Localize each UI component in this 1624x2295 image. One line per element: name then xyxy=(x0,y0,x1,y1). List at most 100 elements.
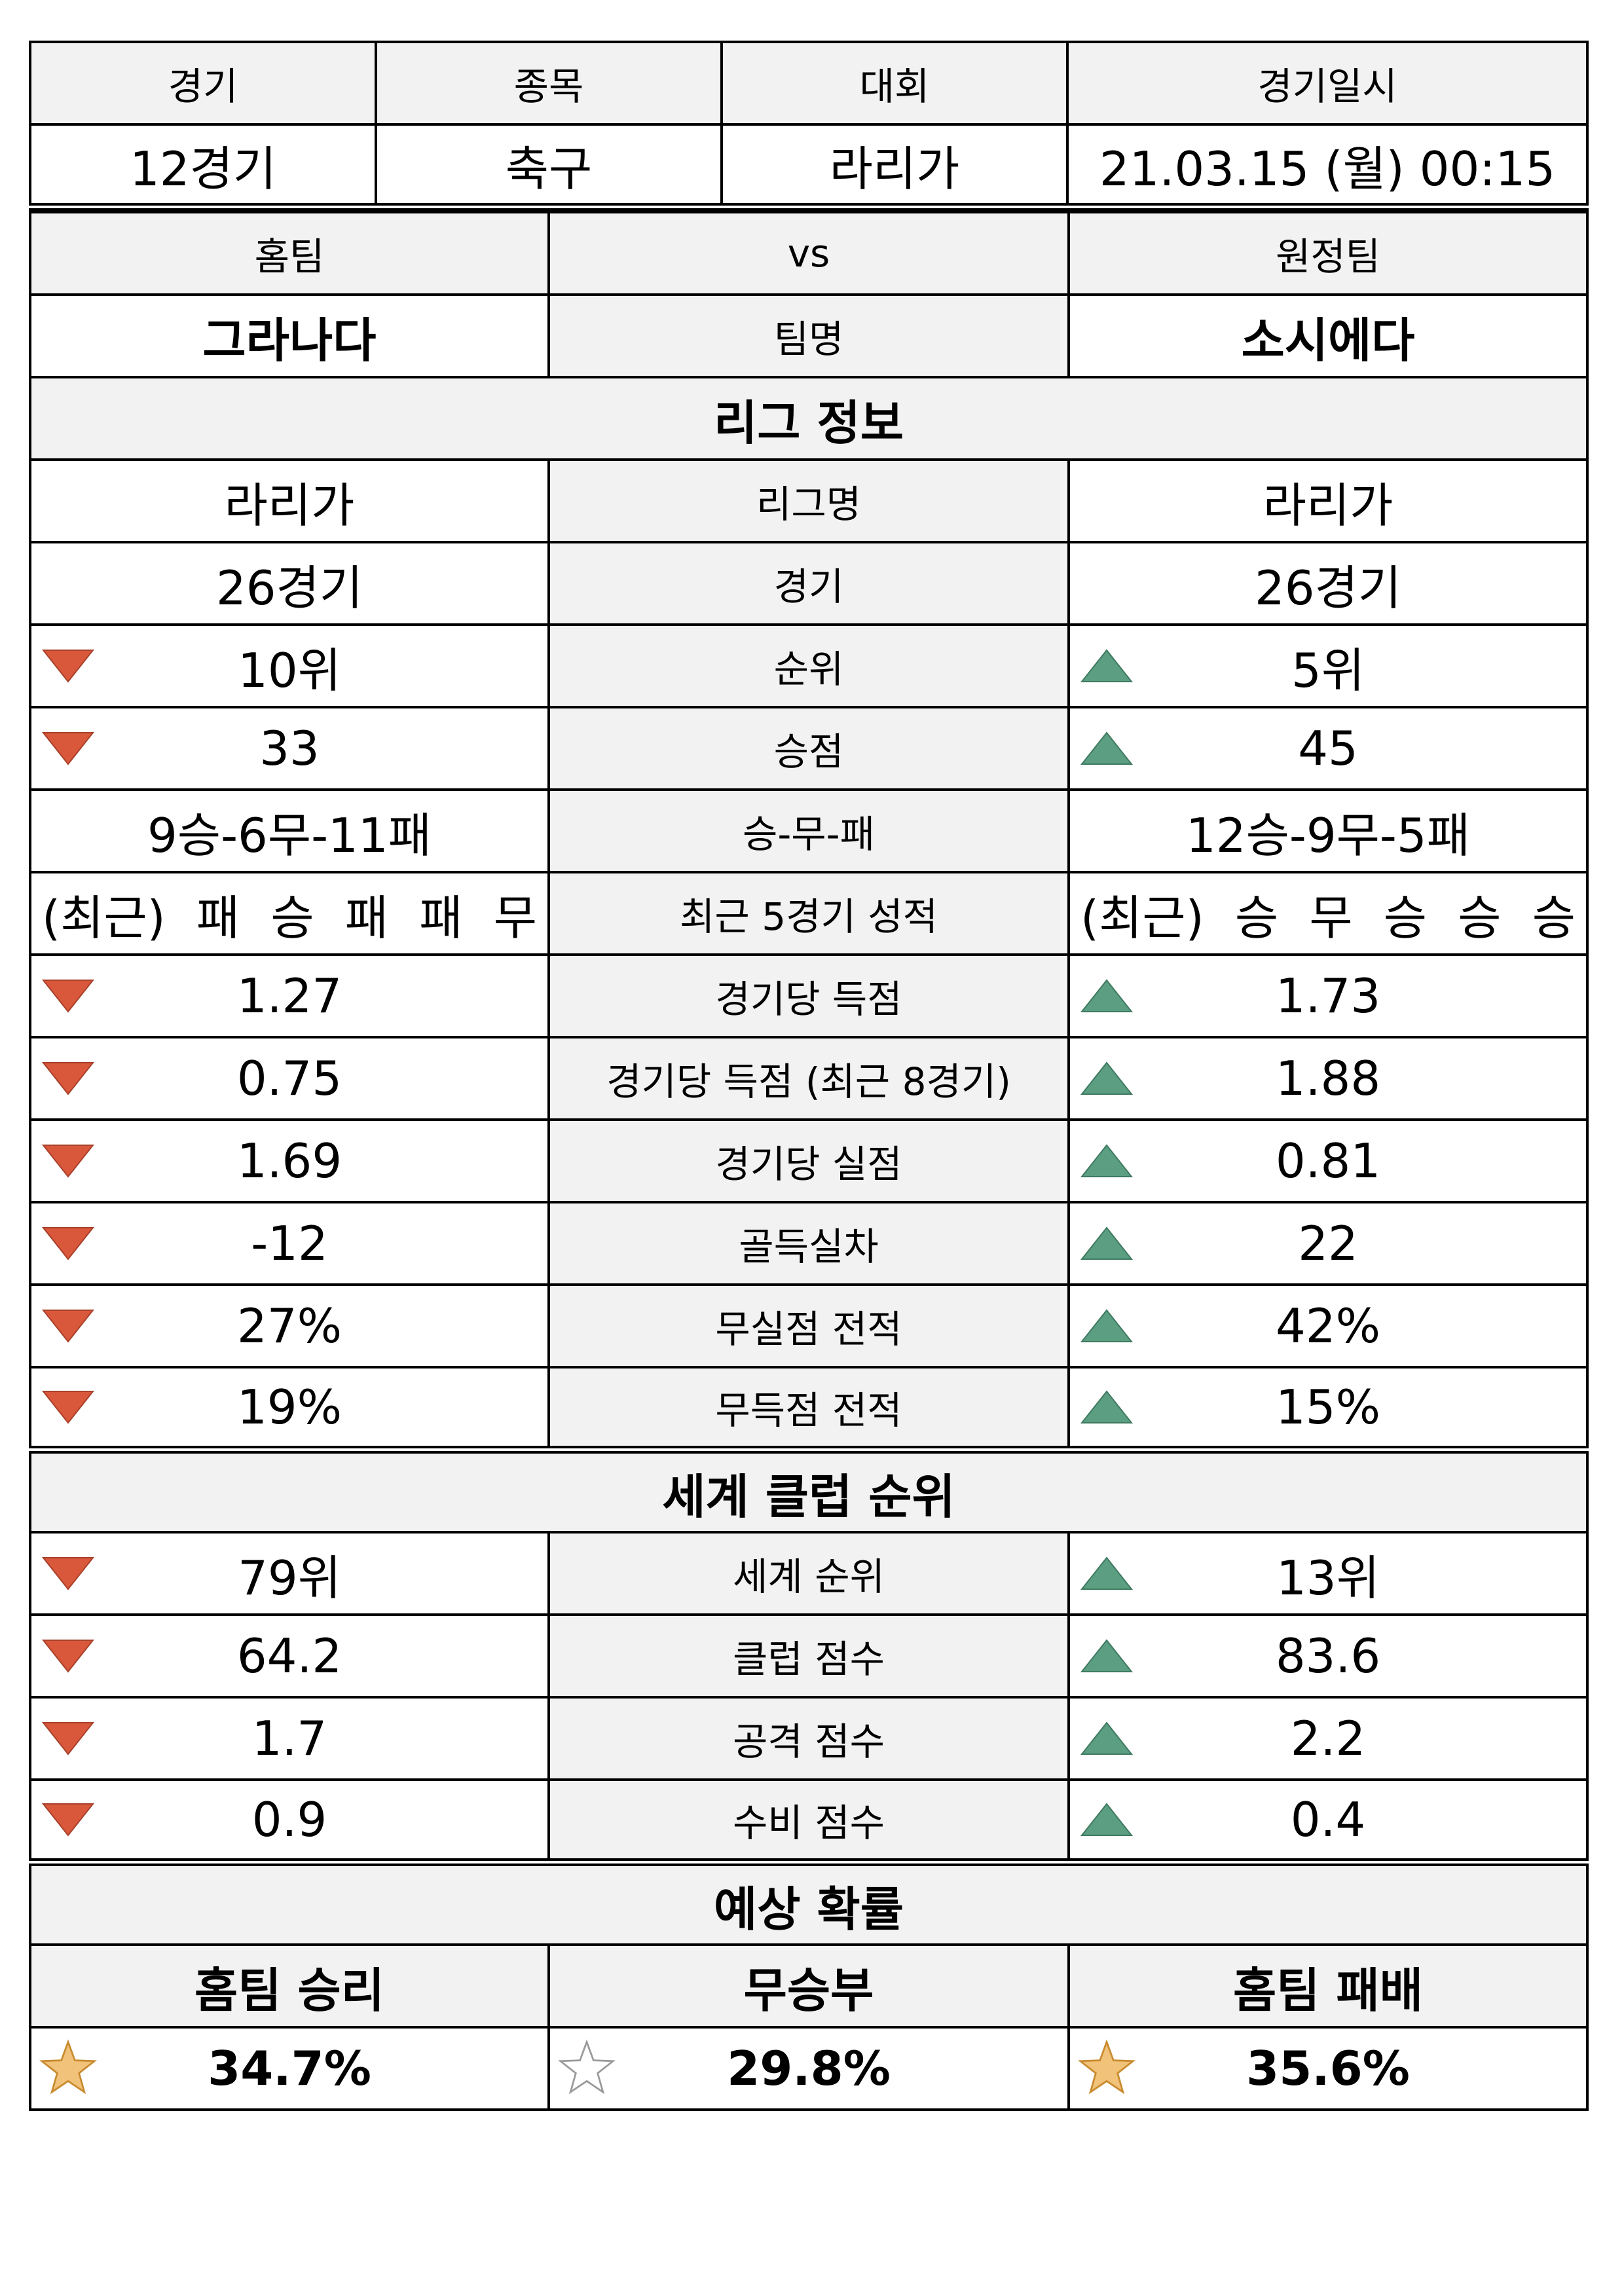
home-value: 1.7 xyxy=(29,1696,550,1781)
club-section-title: 세계 클럽 순위 xyxy=(29,1448,1589,1533)
competition-header-cell: 대회 xyxy=(720,41,1069,126)
stat-row: -12 골득실차 22 xyxy=(29,1201,1589,1286)
team-name-label: 팀명 xyxy=(547,293,1070,378)
away-value: 1.88 xyxy=(1067,1036,1589,1121)
row-label: 리그명 xyxy=(547,458,1070,543)
away-value: 12승-9무-5패 xyxy=(1067,788,1589,873)
datetime-value: 21.03.15 (월) 00:15 xyxy=(1066,123,1589,211)
row-label: 수비 점수 xyxy=(547,1778,1070,1866)
up-triangle-icon xyxy=(1080,1144,1134,1177)
home-value: 26경기 xyxy=(29,541,550,626)
away-team-name: 소시에다 xyxy=(1067,293,1589,378)
stat-row: 1.69 경기당 실점 0.81 xyxy=(29,1118,1589,1203)
away-team-label: 원정팀 xyxy=(1067,211,1589,296)
down-triangle-icon xyxy=(41,1557,95,1590)
away-value: 13위 xyxy=(1067,1531,1589,1616)
home-value: 0.75 xyxy=(29,1036,550,1121)
home-value: 1.27 xyxy=(29,953,550,1038)
row-label: 무실점 전적 xyxy=(547,1283,1070,1368)
home-value: 10위 xyxy=(29,623,550,708)
row-label: 경기 xyxy=(547,541,1070,626)
star-filled-icon xyxy=(39,2039,98,2095)
recent-result: 승 xyxy=(1383,890,1428,946)
recent-result: 무 xyxy=(493,890,537,946)
recent-result: 패 xyxy=(196,890,240,946)
competition-value: 라리가 xyxy=(720,123,1069,211)
row-label: 공격 점수 xyxy=(547,1696,1070,1781)
up-triangle-icon xyxy=(1080,979,1134,1012)
row-label: 골득실차 xyxy=(547,1201,1070,1286)
home-value: 27% xyxy=(29,1283,550,1368)
stat-row: 1.27 경기당 득점 1.73 xyxy=(29,953,1589,1038)
home-value: 라리가 xyxy=(29,458,550,543)
home-team-label: 홈팀 xyxy=(29,211,550,296)
away-value: 1.73 xyxy=(1067,953,1589,1038)
away-value: 0.4 xyxy=(1067,1778,1589,1866)
home-loss-probability: 35.6% xyxy=(1067,2026,1589,2111)
recent-result: 승 xyxy=(1458,890,1502,946)
down-triangle-icon xyxy=(41,1722,95,1755)
league-row: 9승-6무-11패 승-무-패 12승-9무-5패 xyxy=(29,788,1589,873)
row-label: 경기당 득점 (최근 8경기) xyxy=(547,1036,1070,1121)
home-recent-form: (최근) 패 승 패 패 무 xyxy=(29,871,550,956)
up-triangle-icon xyxy=(1080,731,1134,765)
up-triangle-icon xyxy=(1080,1226,1134,1260)
league-row: 33 승점 45 xyxy=(29,706,1589,791)
league-row: 10위 순위 5위 xyxy=(29,623,1589,708)
match-header-cell: 경기 xyxy=(29,41,377,126)
home-value: 64.2 xyxy=(29,1613,550,1698)
comparison-table: 홈팀 vs 원정팀 그라나다 팀명 소시에다 리그 정보 라리가 리그명 라리가 26… xyxy=(29,211,1589,2111)
sport-header-cell: 종목 xyxy=(375,41,723,126)
row-label: 경기당 실점 xyxy=(547,1118,1070,1203)
recent-result: 패 xyxy=(344,890,389,946)
home-value: -12 xyxy=(29,1201,550,1286)
down-triangle-icon xyxy=(41,1310,95,1343)
recent-result: 승 xyxy=(1532,890,1576,946)
draw-header: 무승부 xyxy=(547,1943,1070,2029)
recent-result: 승 xyxy=(270,890,314,946)
league-row: 라리가 리그명 라리가 xyxy=(29,458,1589,543)
club-row: 64.2 클럽 점수 83.6 xyxy=(29,1613,1589,1698)
league-row: 26경기 경기 26경기 xyxy=(29,541,1589,626)
down-triangle-icon xyxy=(41,1391,95,1424)
recent-result: 승 xyxy=(1234,890,1279,946)
away-value: 22 xyxy=(1067,1201,1589,1286)
row-label: 순위 xyxy=(547,623,1070,708)
club-row: 79위 세계 순위 13위 xyxy=(29,1531,1589,1616)
away-value: 0.81 xyxy=(1067,1118,1589,1203)
prediction-section-title: 예상 확률 xyxy=(29,1861,1589,1946)
row-label: 무득점 전적 xyxy=(547,1366,1070,1454)
away-value: 라리가 xyxy=(1067,458,1589,543)
match-info-table: 경기 종목 대회 경기일시 12경기 축구 라리가 21.03.15 (월) 0… xyxy=(29,41,1589,211)
recent-prefix: (최근) xyxy=(1080,890,1204,946)
up-triangle-icon xyxy=(1080,1556,1134,1590)
club-row: 0.9 수비 점수 0.4 xyxy=(29,1778,1589,1866)
up-triangle-icon xyxy=(1080,1309,1134,1342)
home-value: 9승-6무-11패 xyxy=(29,788,550,873)
home-value: 19% xyxy=(29,1366,550,1454)
home-value: 1.69 xyxy=(29,1118,550,1203)
away-value: 2.2 xyxy=(1067,1696,1589,1781)
home-value: 79위 xyxy=(29,1531,550,1616)
down-triangle-icon xyxy=(41,1062,95,1095)
vs-label: vs xyxy=(547,211,1070,296)
recent-prefix: (최근) xyxy=(42,890,166,946)
down-triangle-icon xyxy=(41,732,95,765)
club-row: 1.7 공격 점수 2.2 xyxy=(29,1696,1589,1781)
match-number: 12경기 xyxy=(29,123,377,211)
down-triangle-icon xyxy=(41,1227,95,1260)
stat-row: 19% 무득점 전적 15% xyxy=(29,1366,1589,1454)
datetime-header-cell: 경기일시 xyxy=(1066,41,1589,126)
away-value: 42% xyxy=(1067,1283,1589,1368)
down-triangle-icon xyxy=(41,1640,95,1673)
away-recent-form: (최근) 승 무 승 승 승 xyxy=(1067,871,1589,956)
row-label: 세계 순위 xyxy=(547,1531,1070,1616)
stat-row: 0.75 경기당 득점 (최근 8경기) 1.88 xyxy=(29,1036,1589,1121)
home-win-probability: 34.7% xyxy=(29,2026,550,2111)
away-value: 26경기 xyxy=(1067,541,1589,626)
up-triangle-icon xyxy=(1080,1639,1134,1672)
away-value: 5위 xyxy=(1067,623,1589,708)
home-team-name: 그라나다 xyxy=(29,293,550,378)
home-value: 33 xyxy=(29,706,550,791)
recent-form-row: (최근) 패 승 패 패 무 최근 5경기 성적 (최근) 승 무 승 승 승 xyxy=(29,871,1589,956)
